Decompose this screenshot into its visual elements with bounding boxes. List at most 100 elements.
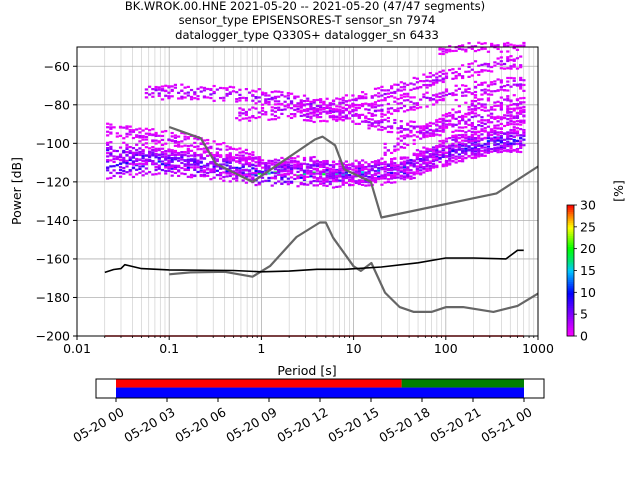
psd-cell [177,143,181,146]
psd-cell [209,161,213,164]
psd-cell [189,95,194,99]
psd-cell [299,165,303,168]
psd-cell [125,135,129,138]
psd-cell [341,177,345,180]
psd-cell [470,136,474,139]
psd-cell [519,109,523,113]
psd-cell [428,97,432,100]
psd-cell [512,44,516,47]
psd-cell [170,165,174,168]
psd-cell [438,143,442,146]
psd-cell [454,123,458,126]
colorbar-segment [567,270,574,274]
psd-cell [435,99,439,102]
psd-cell [435,81,439,84]
psd-cell [480,124,484,128]
psd-cell [486,62,491,66]
psd-cell [170,139,174,142]
psd-cell [109,147,113,150]
psd-cell [512,142,516,146]
psd-cell [493,116,497,119]
psd-cell [499,106,503,109]
psd-cell [367,121,371,124]
psd-cell [312,172,316,175]
psd-cell [125,125,129,128]
psd-cell [483,154,487,157]
psd-cell [415,158,420,161]
psd-cell [196,98,200,101]
psd-cell [328,102,332,105]
psd-cell [435,164,439,167]
psd-cell [412,120,416,124]
psd-cell [431,83,436,86]
colorbar-segment [567,263,574,267]
psd-cell [383,177,387,180]
psd-cell [341,172,345,175]
colorbar-segment [567,301,574,304]
psd-cell [422,150,426,153]
psd-cell [131,153,136,156]
psd-cell [441,130,445,133]
psd-cell [422,154,426,157]
psd-cell [435,150,439,153]
psd-cell [422,171,426,174]
psd-cell [280,166,284,169]
psd-cell [302,169,307,172]
psd-cell [231,166,236,169]
psd-cell [280,91,284,94]
psd-cell [144,138,148,141]
psd-cell [444,75,449,78]
psd-cell [141,138,145,141]
psd-cell [280,103,284,106]
psd-cell [138,131,142,134]
psd-cell [351,165,355,168]
psd-cell [357,106,361,110]
psd-cell [419,126,423,130]
psd-cell [238,119,242,122]
psd-cell [360,102,365,106]
psd-cell [238,88,242,91]
psd-cell [277,166,281,169]
psd-cell [228,155,232,158]
psd-cell [444,164,449,167]
psd-cell [218,148,223,151]
psd-cell [454,111,458,114]
psd-cell [222,96,226,99]
psd-cell [199,161,203,164]
psd-cell [280,156,284,160]
psd-cell [428,99,432,102]
psd-cell [325,174,329,178]
psd-cell [183,159,187,162]
psd-cell [444,72,449,75]
psd-cell [144,132,148,135]
psd-cell [502,44,507,47]
psd-cell [493,147,497,150]
psd-cell [373,160,378,163]
psd-cell [435,95,439,98]
psd-cell [399,156,403,159]
psd-cell [231,147,236,150]
psd-cell [438,129,442,133]
psd-cell [451,49,455,53]
psd-cell [131,166,136,169]
psd-cell [322,170,326,173]
psd-cell [112,155,116,158]
psd-cell [438,52,442,55]
colorbar-segment [567,248,574,252]
psd-cell [106,122,110,125]
psd-cell [270,113,274,116]
psd-cell [419,125,423,128]
psd-cell [454,84,458,87]
psd-cell [451,149,455,152]
psd-cell [399,81,403,84]
psd-cell [396,102,400,105]
colorbar-tick-label: 25 [580,219,596,234]
psd-cell [218,174,223,177]
psd-cell [441,126,445,129]
psd-cell [438,75,442,78]
psd-cell [473,49,478,53]
psd-cell [467,75,471,78]
psd-cell [151,173,155,176]
x-axis-label: Period [s] [277,363,336,378]
